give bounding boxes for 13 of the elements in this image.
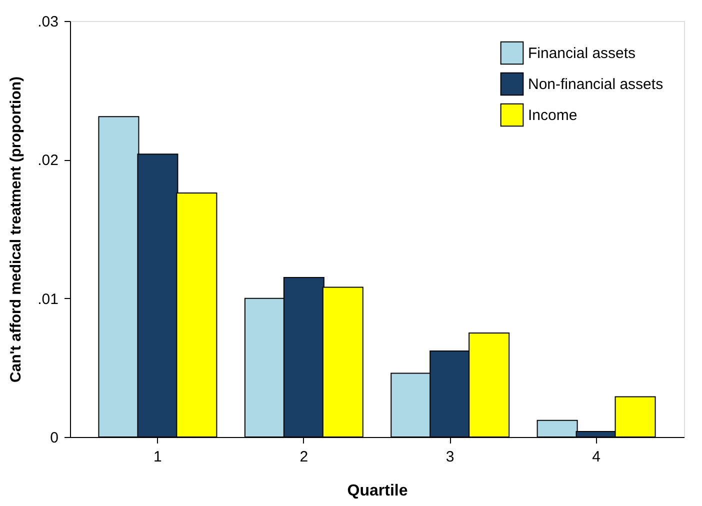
x-tick-label: 1 [154, 448, 162, 466]
legend-label: Non-financial assets [528, 76, 664, 93]
legend-label: Financial assets [528, 45, 636, 62]
x-tick-label: 2 [300, 448, 308, 466]
x-tick-label: 4 [592, 448, 600, 466]
y-tick-label: .02 [38, 152, 58, 170]
y-tick-label: .01 [38, 290, 58, 308]
legend-label: Income [528, 107, 578, 124]
y-tick-label: 0 [50, 430, 58, 446]
y-tick-label: .03 [38, 14, 58, 30]
y-axis-title: Can't afford medical treatment (proportion) [8, 76, 25, 383]
x-tick-label: 3 [446, 448, 454, 466]
x-axis-title: Quartile [347, 482, 408, 500]
